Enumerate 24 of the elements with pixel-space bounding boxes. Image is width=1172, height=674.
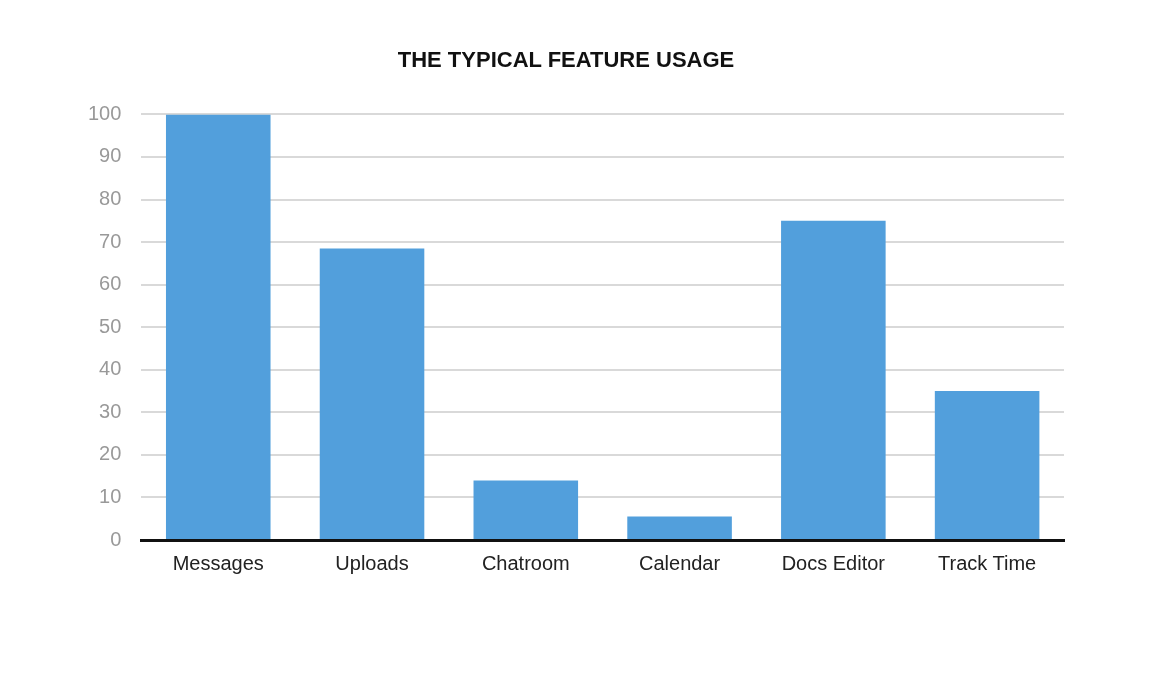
y-tick-label: 90: [99, 144, 122, 167]
x-tick-label: Docs Editor: [781, 551, 886, 574]
y-tick-label: 60: [99, 272, 122, 295]
y-tick-label: 40: [99, 357, 122, 380]
x-tick-label: Messages: [172, 551, 264, 574]
y-tick-label: 70: [99, 229, 122, 252]
y-tick-label: 20: [99, 442, 122, 465]
bar: [781, 220, 886, 539]
y-tick-label: 30: [99, 399, 122, 422]
bar: [627, 516, 732, 539]
x-tick-label: Calendar: [638, 551, 721, 574]
x-tick-label: Track Time: [938, 551, 1037, 574]
x-tick-label: Chatroom: [481, 551, 570, 574]
y-tick-label: 0: [110, 527, 122, 550]
y-tick-label: 50: [99, 314, 122, 337]
bar: [165, 114, 271, 539]
bar: [473, 480, 579, 539]
bar: [319, 248, 425, 539]
x-tick-label: Uploads: [335, 551, 409, 574]
bar: [934, 391, 1040, 539]
y-tick-label: 100: [87, 101, 122, 124]
chart-title: THE TYPICAL FEATURE USAGE: [397, 47, 735, 73]
y-tick-label: 10: [99, 484, 122, 507]
y-tick-label: 80: [99, 187, 122, 210]
